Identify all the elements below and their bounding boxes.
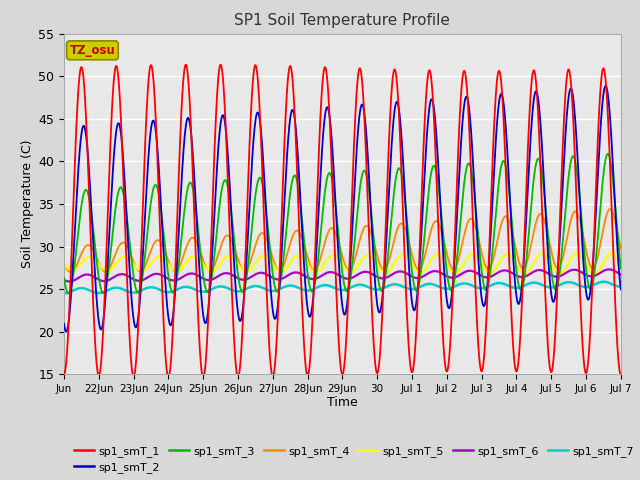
sp1_smT_4 (431, 218, 439, 224)
sp1_smT_1 (617, 372, 625, 377)
sp1_smT_6 (420, 273, 428, 279)
sp1_smT_1 (156, 223, 164, 228)
sp1_smT_3 (65, 290, 72, 296)
sp1_smT_2 (472, 208, 479, 214)
sp1_smT_1 (497, 72, 504, 77)
sp1_smT_6 (60, 277, 68, 283)
sp1_smT_7 (420, 282, 428, 288)
sp1_smT_3 (156, 199, 164, 205)
sp1_smT_4 (606, 206, 614, 212)
sp1_smT_7 (617, 284, 625, 289)
sp1_smT_3 (496, 169, 504, 175)
Line: sp1_smT_2: sp1_smT_2 (64, 86, 621, 332)
sp1_smT_4 (420, 255, 428, 261)
sp1_smT_6 (472, 270, 479, 276)
sp1_smT_3 (472, 204, 479, 210)
sp1_smT_1 (488, 173, 496, 179)
sp1_smT_4 (496, 226, 504, 231)
sp1_smT_3 (420, 235, 428, 241)
sp1_smT_2 (496, 93, 504, 99)
sp1_smT_7 (488, 282, 495, 288)
sp1_smT_4 (617, 246, 625, 252)
Line: sp1_smT_6: sp1_smT_6 (64, 269, 621, 281)
sp1_smT_1 (432, 152, 440, 158)
sp1_smT_5 (488, 270, 495, 276)
sp1_smT_4 (156, 239, 164, 244)
X-axis label: Time: Time (327, 396, 358, 408)
sp1_smT_5 (608, 251, 616, 256)
sp1_smT_1 (420, 124, 428, 130)
sp1_smT_5 (156, 253, 164, 259)
sp1_smT_6 (156, 272, 164, 277)
sp1_smT_4 (472, 224, 479, 230)
sp1_smT_7 (60, 290, 68, 296)
sp1_smT_7 (496, 280, 504, 286)
sp1_smT_5 (472, 253, 479, 259)
sp1_smT_1 (200, 374, 207, 380)
sp1_smT_6 (488, 273, 496, 279)
sp1_smT_5 (496, 258, 504, 264)
sp1_smT_7 (431, 282, 439, 288)
sp1_smT_1 (182, 62, 189, 68)
sp1_smT_6 (605, 266, 613, 272)
sp1_smT_2 (62, 329, 70, 335)
sp1_smT_6 (496, 269, 504, 275)
sp1_smT_2 (156, 185, 164, 191)
Line: sp1_smT_1: sp1_smT_1 (64, 65, 621, 377)
Line: sp1_smT_5: sp1_smT_5 (64, 253, 621, 274)
sp1_smT_5 (617, 262, 625, 267)
sp1_smT_3 (604, 151, 612, 156)
Line: sp1_smT_7: sp1_smT_7 (64, 282, 621, 293)
Line: sp1_smT_3: sp1_smT_3 (64, 154, 621, 293)
sp1_smT_7 (600, 279, 607, 285)
sp1_smT_7 (472, 284, 479, 290)
sp1_smT_2 (431, 120, 439, 126)
Text: TZ_osu: TZ_osu (70, 44, 115, 57)
sp1_smT_2 (602, 83, 609, 89)
sp1_smT_1 (472, 292, 479, 298)
sp1_smT_5 (420, 268, 428, 274)
sp1_smT_6 (617, 272, 625, 277)
sp1_smT_1 (60, 372, 68, 377)
sp1_smT_2 (488, 210, 496, 216)
Title: SP1 Soil Temperature Profile: SP1 Soil Temperature Profile (234, 13, 451, 28)
sp1_smT_3 (431, 166, 439, 171)
sp1_smT_6 (431, 268, 439, 274)
sp1_smT_4 (60, 261, 68, 267)
sp1_smT_3 (617, 265, 625, 271)
sp1_smT_5 (591, 271, 598, 276)
Legend: sp1_smT_1, sp1_smT_2, sp1_smT_3, sp1_smT_4, sp1_smT_5, sp1_smT_6, sp1_smT_7: sp1_smT_1, sp1_smT_2, sp1_smT_3, sp1_smT… (70, 441, 638, 478)
sp1_smT_5 (431, 252, 439, 258)
sp1_smT_2 (420, 176, 428, 182)
sp1_smT_4 (67, 269, 74, 275)
sp1_smT_4 (488, 261, 496, 266)
sp1_smT_5 (60, 261, 68, 267)
Y-axis label: Soil Temperature (C): Soil Temperature (C) (21, 140, 34, 268)
sp1_smT_3 (488, 255, 496, 261)
sp1_smT_2 (617, 287, 625, 292)
Line: sp1_smT_4: sp1_smT_4 (64, 209, 621, 272)
sp1_smT_7 (156, 287, 164, 293)
sp1_smT_6 (66, 278, 74, 284)
sp1_smT_2 (60, 321, 68, 326)
sp1_smT_3 (60, 275, 68, 281)
